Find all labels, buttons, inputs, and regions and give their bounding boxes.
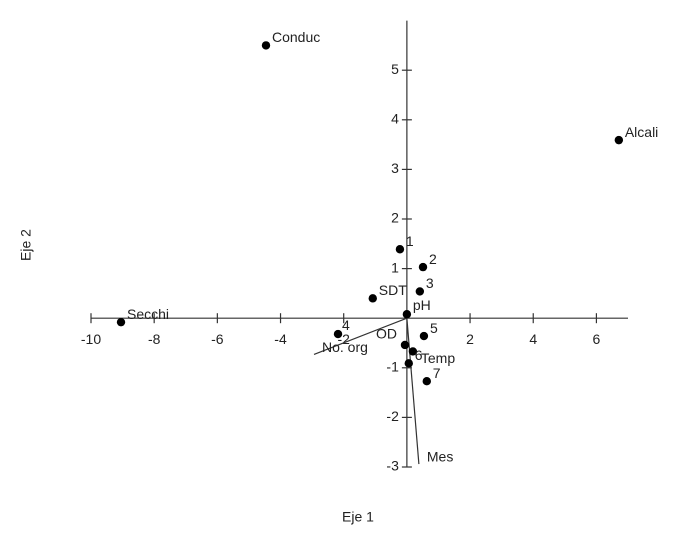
point-label: OD	[376, 326, 397, 342]
point	[418, 262, 428, 272]
point	[404, 359, 413, 368]
x-tick-label: -8	[148, 331, 161, 347]
loading-vector	[406, 318, 420, 465]
y-tick-label: -3	[386, 458, 399, 474]
vector-label: No. org	[322, 339, 368, 355]
x-tick-label: 6	[593, 331, 601, 347]
loading-vector	[313, 317, 408, 355]
point	[400, 340, 410, 350]
point-label: pH	[413, 297, 431, 313]
point	[261, 41, 271, 50]
x-tick-label: -6	[211, 331, 224, 347]
x-axis-title: Eje 1	[342, 509, 374, 525]
y-axis-title: Eje 2	[18, 229, 34, 261]
y-tick-label: 3	[391, 160, 399, 176]
point-label: SDT	[379, 282, 407, 298]
point	[415, 287, 425, 296]
y-tick-label: 4	[391, 111, 399, 127]
x-tick-label: 2	[466, 331, 474, 347]
point	[402, 310, 412, 319]
y-tick-label: 1	[391, 259, 399, 275]
point	[614, 135, 624, 145]
point-label: Conduc	[272, 29, 320, 45]
point	[395, 245, 405, 254]
vector-label: Mes	[427, 449, 453, 465]
point	[333, 329, 343, 339]
point-label: 4	[342, 317, 350, 333]
x-tick-label: -4	[274, 331, 287, 347]
point	[408, 347, 418, 356]
point	[419, 331, 429, 341]
point-label: 6	[415, 347, 423, 363]
point	[422, 376, 431, 386]
point-label: 7	[433, 365, 441, 381]
point-label: Temp	[421, 350, 455, 366]
point	[116, 317, 126, 327]
point-label: Secchi	[127, 306, 169, 322]
point-label: 2	[429, 251, 437, 267]
point	[368, 294, 377, 303]
point-label: 1	[406, 233, 414, 249]
point-label: 3	[426, 275, 434, 291]
y-tick-label: -2	[386, 408, 399, 424]
x-tick-label: -10	[81, 331, 101, 347]
x-tick-label: 4	[529, 331, 537, 347]
y-tick-label: -1	[386, 359, 399, 375]
y-tick-label: 2	[391, 210, 399, 226]
point-label: Alcali	[625, 124, 658, 140]
y-tick-label: 5	[391, 61, 399, 77]
point-label: 5	[430, 320, 438, 336]
